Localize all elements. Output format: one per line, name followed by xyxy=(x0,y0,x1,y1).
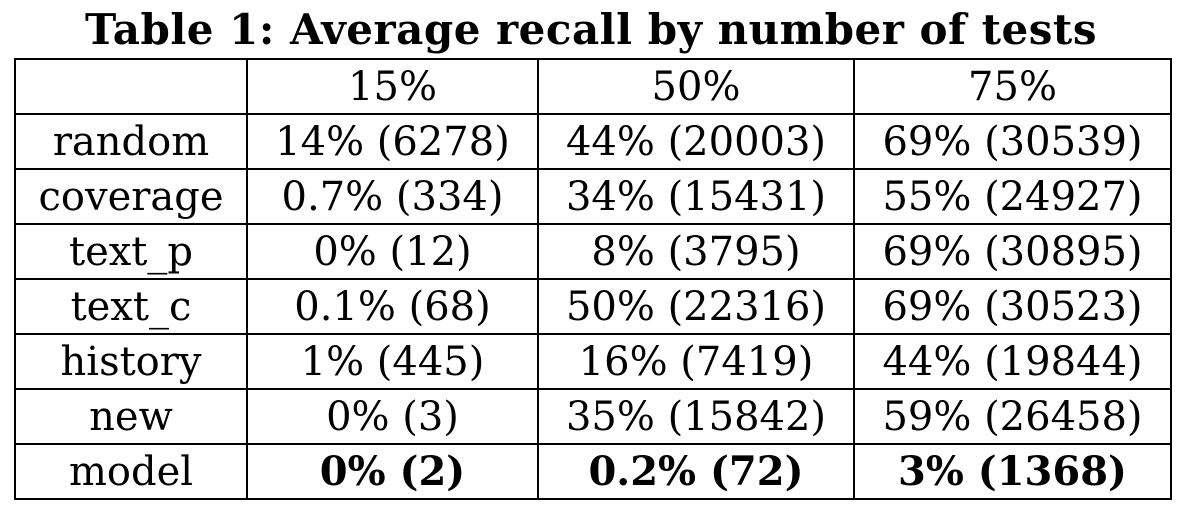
table-cell: 34% (15431) xyxy=(537,168,855,225)
table-cell: 35% (15842) xyxy=(537,388,855,445)
table-cell: 69% (30523) xyxy=(853,278,1172,335)
table-cell: 8% (3795) xyxy=(537,223,855,280)
table-caption: Table 1: Average recall by number of tes… xyxy=(85,5,1097,54)
table-cell: 50% (22316) xyxy=(537,278,855,335)
row-label: text_c xyxy=(14,278,248,335)
table-row: text_c 0.1% (68) 50% (22316) 69% (30523) xyxy=(14,278,1172,335)
header-cell-empty xyxy=(14,58,248,115)
table-cell: 44% (20003) xyxy=(537,113,855,170)
row-label: random xyxy=(14,113,248,170)
table-cell: 0.2% (72) xyxy=(537,443,855,500)
table-cell: 69% (30895) xyxy=(853,223,1172,280)
row-label: text_p xyxy=(14,223,248,280)
table-cell: 0% (12) xyxy=(246,223,539,280)
table-cell: 44% (19844) xyxy=(853,333,1172,390)
header-cell-15: 15% xyxy=(246,58,539,115)
row-label: model xyxy=(14,443,248,500)
row-label: new xyxy=(14,388,248,445)
table-row: model 0% (2) 0.2% (72) 3% (1368) xyxy=(14,443,1172,500)
table-row: coverage 0.7% (334) 34% (15431) 55% (24927) xyxy=(14,168,1172,225)
table-cell: 0% (2) xyxy=(246,443,539,500)
table-cell: 0.7% (334) xyxy=(246,168,539,225)
table-cell: 14% (6278) xyxy=(246,113,539,170)
row-label: history xyxy=(14,333,248,390)
table-cell: 55% (24927) xyxy=(853,168,1172,225)
table-cell: 59% (26458) xyxy=(853,388,1172,445)
table-cell: 0.1% (68) xyxy=(246,278,539,335)
table-row: history 1% (445) 16% (7419) 44% (19844) xyxy=(14,333,1172,390)
table-cell: 3% (1368) xyxy=(853,443,1172,500)
table-cell: 16% (7419) xyxy=(537,333,855,390)
table-cell: 69% (30539) xyxy=(853,113,1172,170)
table-cell: 1% (445) xyxy=(246,333,539,390)
table-row: new 0% (3) 35% (15842) 59% (26458) xyxy=(14,388,1172,445)
table-row: text_p 0% (12) 8% (3795) 69% (30895) xyxy=(14,223,1172,280)
header-cell-50: 50% xyxy=(537,58,855,115)
table-cell: 0% (3) xyxy=(246,388,539,445)
header-cell-75: 75% xyxy=(853,58,1172,115)
recall-table: 15% 50% 75% random 14% (6278) 44% (20003) 6… xyxy=(14,58,1172,500)
header-row: 15% 50% 75% xyxy=(14,58,1172,115)
table-row: random 14% (6278) 44% (20003) 69% (30539) xyxy=(14,113,1172,170)
row-label: coverage xyxy=(14,168,248,225)
